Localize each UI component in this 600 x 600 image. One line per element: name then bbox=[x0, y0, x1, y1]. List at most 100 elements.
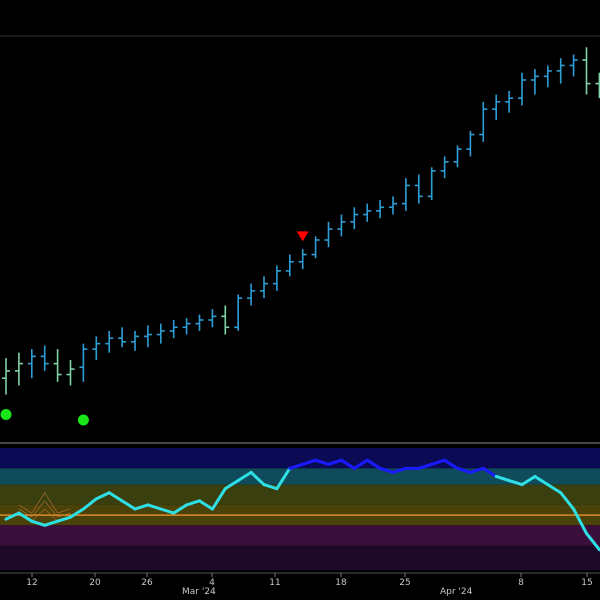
ohlc-bar bbox=[363, 203, 372, 222]
ohlc-bar bbox=[530, 69, 539, 95]
oscillator-band bbox=[0, 484, 600, 505]
ohlc-bar bbox=[14, 352, 23, 386]
oscillator-band bbox=[0, 525, 600, 546]
sell-signal-triangle bbox=[296, 231, 309, 242]
ohlc-bar bbox=[569, 54, 578, 77]
oscillator-segment bbox=[456, 466, 472, 474]
ohlc-bar bbox=[466, 130, 475, 157]
oscillator-segment bbox=[481, 466, 498, 478]
ohlc-bar bbox=[440, 156, 449, 179]
oscillator-segment bbox=[417, 462, 434, 470]
ohlc-bar bbox=[169, 320, 178, 339]
ohlc-bar bbox=[208, 309, 217, 328]
oscillator-segment bbox=[262, 483, 279, 491]
oscillator-segment bbox=[159, 507, 176, 515]
oscillator-segment bbox=[585, 531, 600, 552]
ohlc-bar bbox=[479, 101, 488, 142]
ohlc-bar bbox=[53, 349, 62, 382]
x-tick-label: 12 bbox=[26, 578, 37, 588]
oscillator-segment bbox=[301, 458, 318, 466]
ohlc-bar bbox=[79, 343, 88, 382]
ohlc-bar bbox=[401, 178, 410, 211]
ohlc-bar bbox=[505, 90, 514, 113]
oscillator-segment bbox=[275, 466, 292, 491]
x-tick-label: 8 bbox=[518, 578, 524, 588]
ohlc-bar bbox=[376, 200, 385, 219]
ohlc-bar bbox=[582, 47, 591, 95]
x-tick-label: 25 bbox=[399, 578, 410, 588]
x-axis-ticks: 12 20 26 4 11 18 25 8 15 bbox=[26, 573, 593, 588]
ohlc-bar bbox=[221, 305, 230, 335]
oscillator-segment bbox=[443, 458, 459, 470]
oscillator-segment bbox=[30, 519, 47, 527]
oscillator-segment bbox=[572, 507, 588, 535]
ohlc-bar bbox=[492, 94, 501, 120]
ohlc-bar bbox=[427, 167, 436, 200]
ohlc-bar bbox=[40, 345, 49, 371]
x-tick-label: 26 bbox=[141, 578, 153, 588]
oscillator-segment bbox=[94, 491, 111, 501]
ohlc-bar bbox=[143, 325, 152, 348]
oscillator-segment bbox=[365, 458, 382, 470]
oscillator-panel bbox=[0, 448, 600, 570]
ohlc-bar bbox=[156, 323, 165, 344]
oscillator-segment bbox=[559, 491, 576, 511]
oscillator-segment bbox=[133, 503, 150, 511]
oscillator-segment bbox=[43, 519, 60, 527]
oscillator-segment bbox=[339, 458, 356, 470]
oscillator-band bbox=[0, 545, 600, 570]
ohlc-bar bbox=[234, 294, 243, 331]
ohlc-bar bbox=[182, 318, 191, 335]
oscillator-segment bbox=[314, 458, 330, 466]
ohlc-bar bbox=[556, 58, 565, 84]
month-label-apr: Apr '24 bbox=[440, 587, 473, 597]
price-panel bbox=[0, 35, 600, 426]
oscillator-segment bbox=[236, 470, 253, 483]
oscillator-segment bbox=[146, 503, 163, 511]
ohlc-bar bbox=[350, 207, 359, 230]
ohlc-bar bbox=[247, 283, 256, 306]
buy-signal-dot bbox=[77, 414, 89, 426]
oscillator-segment bbox=[546, 483, 563, 495]
ohlc-bar bbox=[92, 336, 101, 360]
ohlc-bar bbox=[311, 236, 320, 259]
x-tick-label: 4 bbox=[209, 578, 215, 588]
oscillator-segment bbox=[69, 507, 85, 519]
oscillator-segment bbox=[468, 466, 485, 474]
oscillator-segment bbox=[327, 458, 343, 466]
ohlc-bar bbox=[389, 196, 397, 215]
oscillator-segment bbox=[210, 487, 227, 511]
ohlc-bar bbox=[543, 65, 552, 88]
price-bars bbox=[2, 47, 600, 395]
month-label-mar: Mar '24 bbox=[182, 587, 216, 597]
ohlc-bar bbox=[66, 360, 75, 386]
ohlc-bar bbox=[27, 349, 36, 379]
oscillator-segment bbox=[185, 499, 201, 507]
ohlc-bar bbox=[285, 254, 294, 277]
oscillator-faint-line bbox=[18, 491, 71, 514]
oscillator-segment bbox=[288, 462, 305, 470]
oscillator-segment bbox=[533, 474, 550, 487]
ohlc-bar bbox=[260, 276, 268, 299]
x-tick-label: 18 bbox=[335, 578, 347, 588]
oscillator-segment bbox=[172, 503, 189, 515]
oscillator-segment bbox=[352, 458, 369, 470]
ohlc-bar bbox=[298, 249, 307, 270]
oscillator-segment bbox=[494, 474, 511, 483]
ohlc-bar bbox=[105, 330, 114, 353]
oscillator-segment bbox=[249, 470, 266, 487]
ohlc-bar bbox=[195, 314, 204, 331]
x-tick-label: 11 bbox=[269, 578, 280, 588]
x-axis: 12 20 26 4 11 18 25 8 15 Mar '24 Apr '24 bbox=[0, 572, 600, 597]
oscillator-band bbox=[0, 468, 600, 485]
oscillator-segment bbox=[81, 497, 98, 511]
oscillator-segment bbox=[223, 479, 240, 491]
ohlc-bar bbox=[595, 72, 600, 99]
oscillator-segment bbox=[4, 511, 21, 521]
oscillator-segment bbox=[507, 479, 524, 487]
ohlc-bar bbox=[2, 358, 10, 395]
ohlc-bar bbox=[272, 265, 281, 291]
buy-signal-dot bbox=[0, 409, 12, 421]
signal-markers bbox=[0, 231, 309, 426]
ohlc-bar bbox=[518, 72, 526, 106]
